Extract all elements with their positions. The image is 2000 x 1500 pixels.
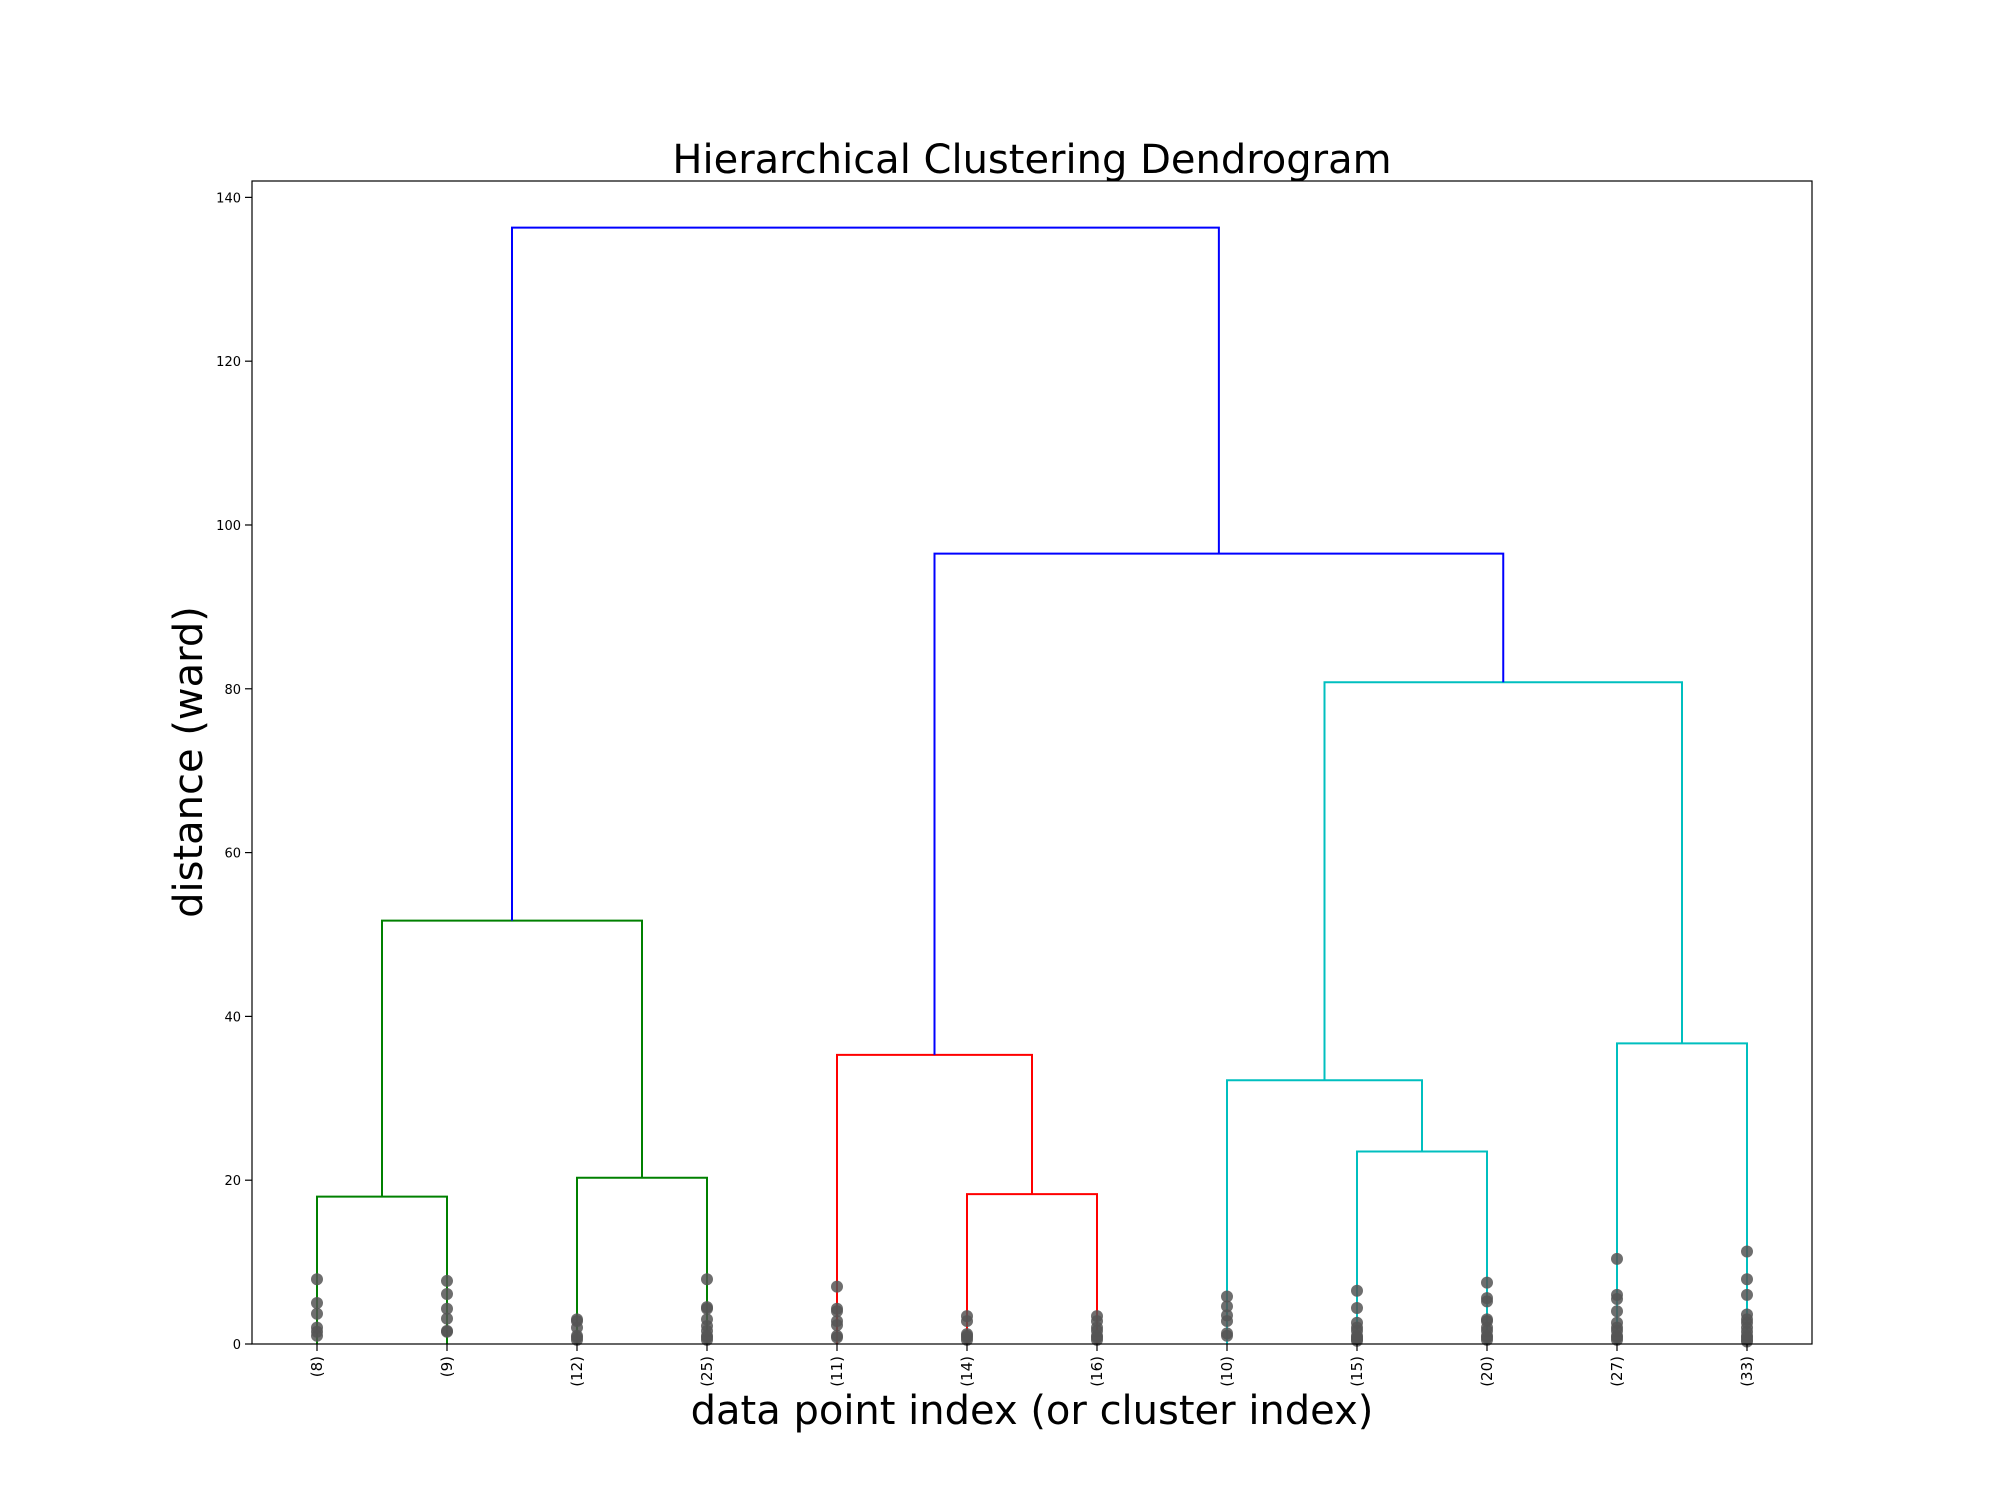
x-tick-label-9: (20): [1478, 1356, 1496, 1387]
leaf-point-9-8: [1481, 1292, 1493, 1305]
leaf-point-10-9: [1611, 1252, 1623, 1265]
leaf-point-0-3: [311, 1307, 323, 1320]
leaf-point-10-8: [1611, 1288, 1623, 1301]
y-tick-label-140: 140: [216, 191, 241, 206]
leaf-point-1-4: [441, 1288, 453, 1301]
leaf-point-7-5: [1221, 1290, 1233, 1303]
leaf-point-10-6: [1611, 1305, 1623, 1318]
dendrogram-link-2: [381, 919, 643, 1197]
y-tick-label-80: 80: [224, 683, 241, 698]
leaf-point-7-4: [1221, 1300, 1233, 1313]
leaf-point-8-8: [1351, 1284, 1363, 1297]
leaf-point-7-3: [1221, 1309, 1233, 1322]
leaf-point-1-3: [441, 1302, 453, 1315]
leaf-point-1-1: [441, 1324, 453, 1337]
leaf-point-11-11: [1741, 1245, 1753, 1258]
x-tick-label-0: (8): [308, 1356, 326, 1377]
leaf-point-0-5: [311, 1273, 323, 1286]
x-axis-label: data point index (or cluster index): [691, 1388, 1374, 1434]
leaf-point-4-1: [831, 1329, 843, 1342]
leaf-point-3-7: [701, 1301, 713, 1314]
leaf-point-6-6: [1091, 1310, 1103, 1323]
leaf-point-4-3: [831, 1315, 843, 1328]
dendrogram-link-6: [1226, 1079, 1423, 1344]
x-tick-label-11: (33): [1738, 1356, 1756, 1387]
x-tick-label-4: (11): [828, 1356, 846, 1387]
leaf-point-7-1: [1221, 1327, 1233, 1340]
plot-frame: [251, 180, 1813, 1345]
y-tick-label-120: 120: [216, 355, 241, 370]
leaf-point-5-3: [961, 1328, 973, 1341]
dendrogram-link-0: [316, 1195, 448, 1344]
x-tick-label-10: (27): [1608, 1356, 1626, 1387]
leaf-point-4-6: [831, 1280, 843, 1293]
leaf-point-0-2: [311, 1321, 323, 1334]
leaf-point-11-9: [1741, 1288, 1753, 1301]
y-tick-label-100: 100: [216, 519, 241, 534]
leaf-point-1-2: [441, 1312, 453, 1325]
leaf-point-2-5: [571, 1313, 583, 1326]
y-axis-label: distance (ward): [166, 606, 212, 918]
dendrogram-link-4: [836, 1053, 1033, 1344]
y-tick-label-40: 40: [224, 1010, 241, 1025]
chart-title: Hierarchical Clustering Dendrogram: [672, 137, 1391, 183]
x-tick-label-5: (14): [958, 1356, 976, 1387]
leaf-point-8-7: [1351, 1301, 1363, 1314]
dendrogram-link-8: [1323, 681, 1683, 1081]
x-tick-label-6: (16): [1088, 1356, 1106, 1387]
x-tick-label-1: (9): [438, 1356, 456, 1377]
leaf-point-11-10: [1741, 1273, 1753, 1286]
dendrogram-link-10: [511, 226, 1220, 921]
leaf-point-4-5: [831, 1302, 843, 1315]
leaf-point-5-5: [961, 1310, 973, 1323]
leaf-point-3-8: [701, 1273, 713, 1286]
leaf-point-3-5: [701, 1313, 713, 1326]
leaf-point-10-5: [1611, 1316, 1623, 1329]
leaf-point-9-6: [1481, 1313, 1493, 1326]
x-tick-label-8: (15): [1348, 1356, 1366, 1387]
leaf-point-8-6: [1351, 1316, 1363, 1329]
leaf-point-9-9: [1481, 1276, 1493, 1289]
leaf-point-0-4: [311, 1297, 323, 1310]
y-tick-label-60: 60: [224, 847, 241, 862]
y-tick-label-0: 0: [233, 1338, 241, 1353]
x-tick-label-2: (12): [568, 1356, 586, 1387]
leaf-point-11-8: [1741, 1308, 1753, 1321]
x-tick-label-3: (25): [698, 1356, 716, 1387]
leaf-point-1-5: [441, 1274, 453, 1287]
x-tick-label-7: (10): [1218, 1356, 1236, 1387]
y-tick-label-20: 20: [224, 1174, 241, 1189]
